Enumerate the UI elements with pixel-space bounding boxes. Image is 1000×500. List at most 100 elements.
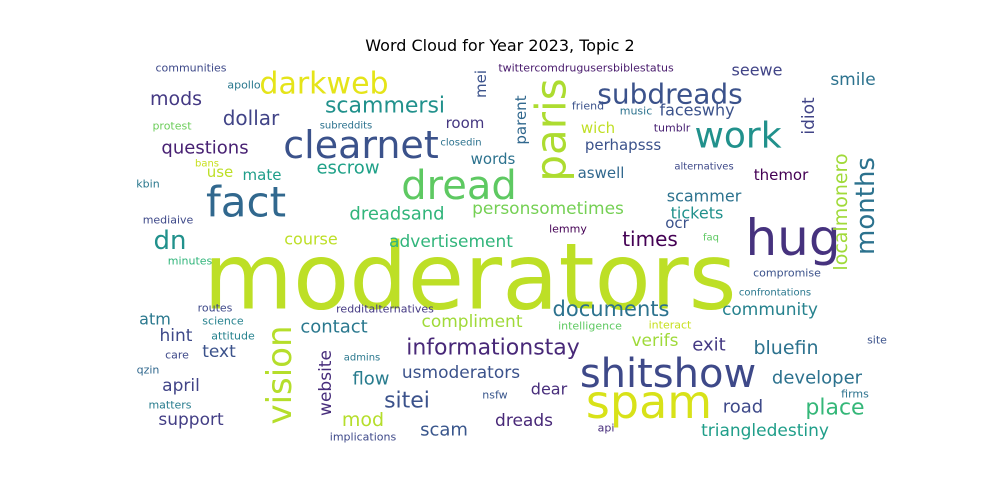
word-times: times <box>622 227 678 251</box>
word-attitude: attitude <box>211 330 255 343</box>
word-developer: developer <box>772 368 863 389</box>
word-dreads: dreads <box>495 411 553 431</box>
word-hug: hug <box>745 209 840 267</box>
word-closedin: closedin <box>440 138 481 149</box>
word-science: science <box>202 315 244 328</box>
word-moderators: moderators <box>203 224 736 331</box>
word-vision: vision <box>260 325 300 424</box>
word-wich: wich <box>581 119 615 137</box>
word-paris: paris <box>527 78 576 181</box>
word-work: work <box>694 116 781 157</box>
word-alternatives: alternatives <box>674 162 733 173</box>
word-darkweb: darkweb <box>259 67 388 102</box>
word-dn: dn <box>154 226 187 256</box>
word-idiot: idiot <box>799 97 819 135</box>
word-mod: mod <box>342 409 384 431</box>
word-bluefin: bluefin <box>753 337 818 359</box>
word-bans: bans <box>195 159 219 170</box>
word-dear: dear <box>531 380 568 399</box>
word-road: road <box>723 397 763 418</box>
word-exit: exit <box>692 335 725 356</box>
word-triangledestiny: triangledestiny <box>701 421 829 441</box>
word-api: api <box>598 422 615 435</box>
word-april: april <box>162 376 200 396</box>
word-dread: dread <box>401 163 516 209</box>
word-lemmy: lemmy <box>549 223 587 236</box>
word-course: course <box>284 230 337 249</box>
word-compliment: compliment <box>421 312 522 332</box>
word-scam: scam <box>420 420 468 441</box>
word-mei: mei <box>472 70 490 98</box>
word-confrontations: confrontations <box>739 288 811 299</box>
word-tickets: tickets <box>671 204 724 223</box>
word-faq: faq <box>703 233 719 244</box>
word-twittercomdrugusersbiblestatus: twittercomdrugusersbiblestatus <box>498 62 674 75</box>
word-firms: firms <box>841 388 869 401</box>
word-parent: parent <box>512 95 530 144</box>
word-mate: mate <box>243 166 282 184</box>
word-usmoderators: usmoderators <box>402 363 520 383</box>
word-questions: questions <box>161 138 248 159</box>
word-friend: friend <box>572 100 604 113</box>
word-support: support <box>158 410 224 430</box>
word-care: care <box>165 349 189 362</box>
word-dollar: dollar <box>223 106 280 130</box>
word-mods: mods <box>150 88 202 110</box>
word-subreddits: subreddits <box>320 121 373 132</box>
word-months: months <box>851 157 881 255</box>
word-ocr: ocr <box>665 214 689 232</box>
word-scammer: scammer <box>667 187 742 206</box>
word-kbin: kbin <box>136 178 159 191</box>
word-use: use <box>207 163 234 181</box>
word-advertisement: advertisement <box>389 232 513 252</box>
word-informationstay: informationstay <box>406 336 580 361</box>
word-sitei: sitei <box>384 389 430 414</box>
word-faceswhy: faceswhy <box>659 101 734 120</box>
word-room: room <box>446 114 485 132</box>
word-spam: spam <box>586 375 712 429</box>
word-verifs: verifs <box>631 331 678 351</box>
word-aswell: aswell <box>578 164 625 182</box>
word-redditalternatives: redditalternatives <box>336 303 434 316</box>
word-text: text <box>202 342 236 362</box>
word-documents: documents <box>553 297 670 321</box>
word-mediaive: mediaive <box>143 214 194 227</box>
word-minutes: minutes <box>168 255 213 268</box>
word-website: website <box>316 350 336 416</box>
word-apollo: apollo <box>227 79 261 92</box>
word-personsometimes: personsometimes <box>472 199 624 219</box>
word-nsfw: nsfw <box>482 389 507 402</box>
word-communities: communities <box>155 62 226 75</box>
word-themor: themor <box>754 166 809 184</box>
word-interact: interact <box>649 319 692 332</box>
word-seewe: seewe <box>732 61 783 80</box>
word-compromise: compromise <box>753 267 821 280</box>
word-shitshow: shitshow <box>580 351 756 397</box>
word-hint: hint <box>160 326 193 346</box>
word-music: music <box>620 105 653 118</box>
word-scammersi: scammersi <box>325 94 445 119</box>
word-escrow: escrow <box>316 158 379 179</box>
word-site: site <box>867 334 887 347</box>
word-qzin: qzin <box>137 364 160 377</box>
word-smile: smile <box>830 70 875 90</box>
word-community: community <box>722 300 818 320</box>
word-subdreads: subdreads <box>597 78 743 111</box>
word-tumblr: tumblr <box>654 122 691 135</box>
chart-title: Word Cloud for Year 2023, Topic 2 <box>365 36 635 55</box>
word-contact: contact <box>300 317 367 338</box>
word-clearnet: clearnet <box>283 123 438 167</box>
word-protest: protest <box>152 120 192 133</box>
word-routes: routes <box>198 302 233 315</box>
word-fact: fact <box>206 178 286 227</box>
word-matters: matters <box>148 399 191 412</box>
word-admins: admins <box>344 353 381 364</box>
word-flow: flow <box>352 369 389 390</box>
word-atm: atm <box>139 310 171 329</box>
word-dreadsand: dreadsand <box>349 204 444 225</box>
word-place: place <box>805 396 864 421</box>
word-implications: implications <box>330 431 397 444</box>
word-intelligence: intelligence <box>558 320 622 333</box>
word-words: words <box>471 150 516 168</box>
